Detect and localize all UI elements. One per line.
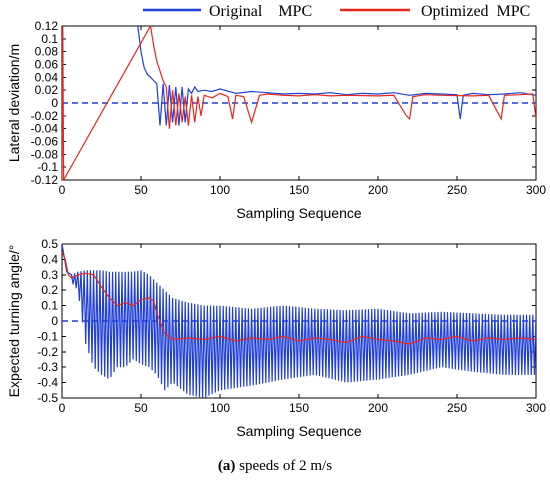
y-tick-label: 0.04 [35,70,59,84]
y-tick-label: -0.5 [37,391,58,405]
y-axis-ticks: -0.5-0.4 -0.3-0.2 -0.100.1 0.20.3 0.40.5 [37,237,536,405]
y-axis-title: Expected turning angle/° [6,245,22,398]
y-tick-label: 0 [51,96,58,110]
y-tick-label: 0.06 [35,58,59,72]
x-tick-label: 200 [368,401,388,415]
y-tick-label: 0.1 [41,299,58,313]
x-tick-label: 100 [210,401,230,415]
y-tick-label: -0.3 [37,360,58,374]
y-tick-label: -0.12 [31,173,59,187]
x-tick-label: 0 [59,401,66,415]
series-line-optimized [62,26,536,180]
x-tick-label: 50 [134,183,148,197]
y-tick-label: -0.1 [37,160,58,174]
x-tick-label: 100 [210,183,230,197]
x-axis-title: Sampling Sequence [236,423,362,439]
x-tick-label: 300 [526,401,546,415]
y-tick-label: 0 [51,314,58,328]
x-tick-label: 150 [289,401,309,415]
y-tick-label: 0.3 [41,268,58,282]
y-tick-label: -0.4 [37,376,58,390]
y-tick-label: -0.2 [37,345,58,359]
series-group [62,26,536,180]
y-tick-label: 0.02 [35,83,59,97]
x-tick-label: 200 [368,183,388,197]
series-group [62,244,536,398]
y-tick-label: -0.08 [31,147,59,161]
x-tick-label: 0 [59,183,66,197]
x-tick-label: 300 [526,183,546,197]
legend: Original MPC Optimized MPC [143,3,530,20]
y-tick-label: -0.02 [31,109,59,123]
turning-angle-chart: -0.5-0.4-0.3-0.2-0.100.10.20.30.40.5 0 50… [6,237,546,439]
y-tick-label: -0.1 [37,329,58,343]
y-tick-label: 0.12 [35,19,59,33]
y-axis-title: Lateral deviation/m [6,44,22,162]
figure-caption: (a) speeds of 2 m/s [218,458,332,474]
legend-label-original: Original MPC [209,3,312,20]
series-line-original [137,26,536,126]
x-axis-ticks: 0 50 100 150 200 250 300 [59,244,546,415]
series-line-optimized [62,251,536,345]
x-tick-label: 250 [447,401,467,415]
x-axis-ticks: 0 50 100 150 200 250 300 [59,26,546,197]
legend-label-optimized: Optimized MPC [421,3,530,20]
y-axis-ticks: -0.12-0.1-0.08-0.06-0.04-0.0200.020.040.… [31,19,536,187]
y-tick-label: 0.1 [41,32,58,46]
x-tick-label: 250 [447,183,467,197]
y-tick-label: 0.5 [41,237,58,251]
x-tick-label: 50 [134,401,148,415]
series-line-original [62,244,536,398]
y-tick-label: 0.4 [41,252,58,266]
caption-label: (a) [218,458,236,474]
y-tick-label: 0.08 [35,45,59,59]
x-axis-title: Sampling Sequence [236,205,362,221]
y-tick-label: 0.2 [41,283,58,297]
x-tick-label: 150 [289,183,309,197]
y-tick-label: -0.06 [31,135,59,149]
lateral-deviation-chart: -0.12-0.1-0.08-0.06-0.04-0.0200.020.040.… [6,19,546,221]
caption-text: speeds of 2 m/s [235,458,332,474]
y-tick-label: -0.04 [31,122,59,136]
